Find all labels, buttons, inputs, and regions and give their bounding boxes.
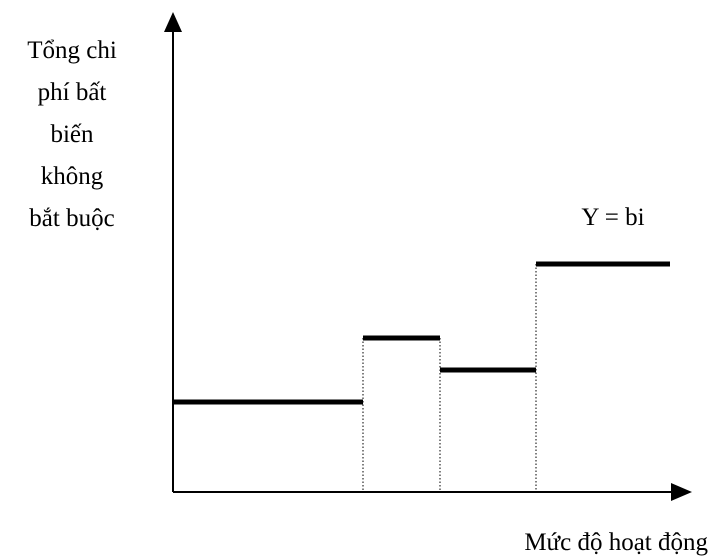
ylabel-line-2: phí bất bbox=[38, 79, 107, 106]
ylabel-line-1: Tổng chi bbox=[27, 37, 117, 64]
step-marks bbox=[173, 261, 670, 492]
xlabel: Mức độ hoạt động bbox=[524, 529, 708, 556]
y-axis-arrow bbox=[164, 12, 182, 32]
ylabel-line-3: biến bbox=[50, 121, 94, 148]
ylabel-line-4: không bbox=[41, 163, 104, 190]
ylabel-line-5: bắt buộc bbox=[29, 205, 114, 232]
equation-label: Y = bi bbox=[581, 204, 644, 231]
x-axis-arrow bbox=[671, 483, 692, 501]
